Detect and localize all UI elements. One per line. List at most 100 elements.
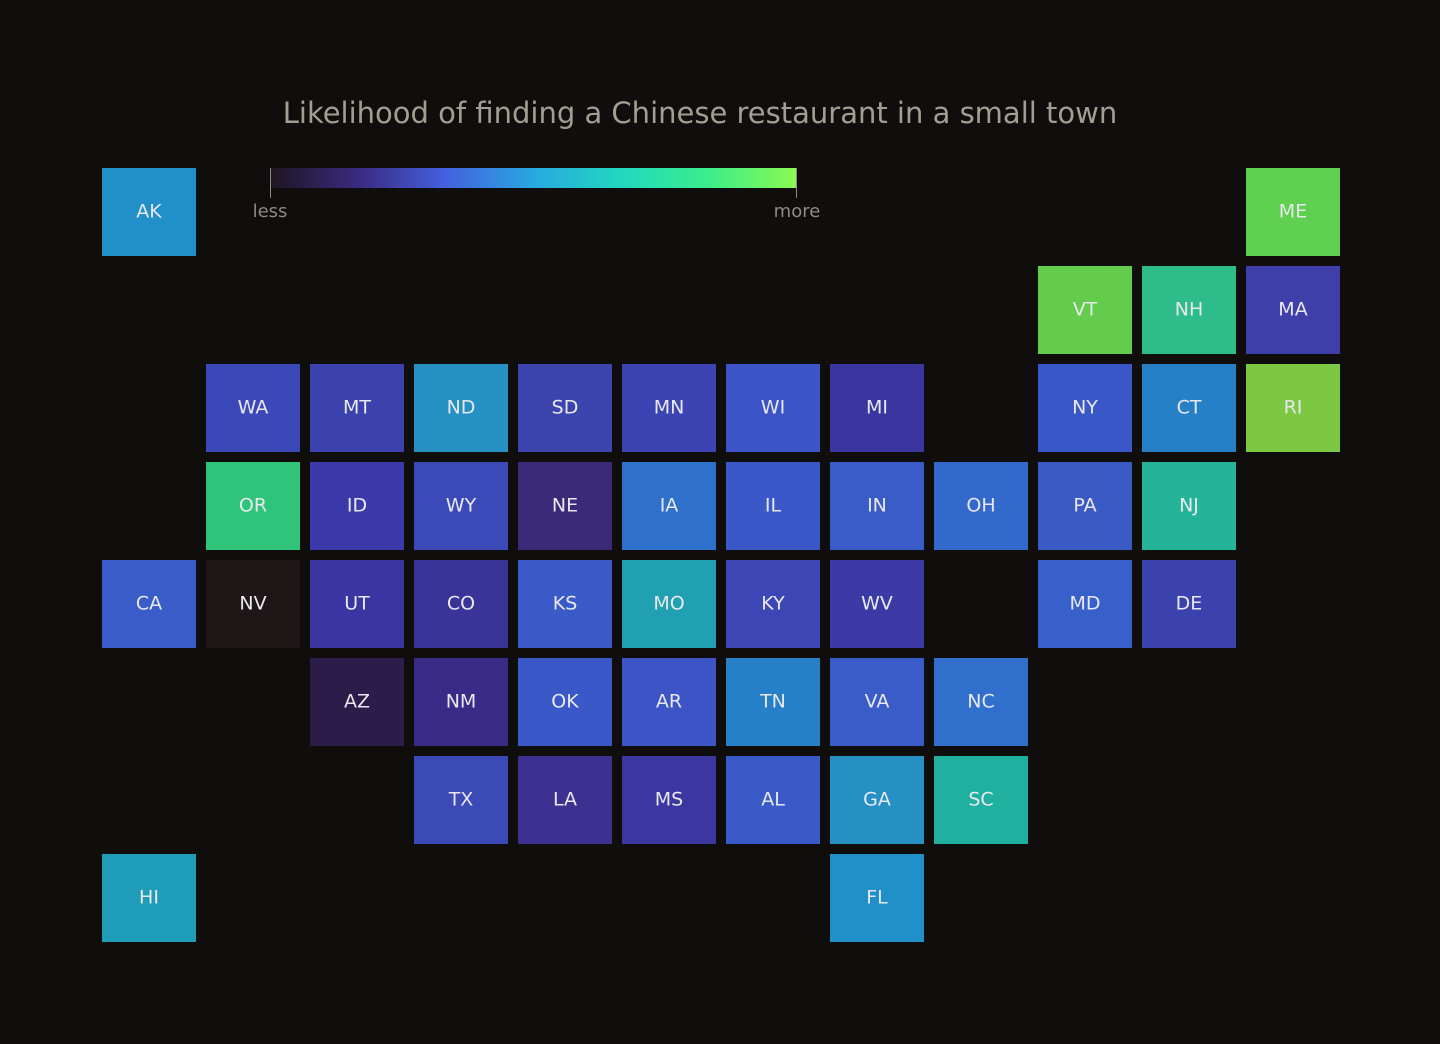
state-tile: [1142, 266, 1236, 354]
state-tile: [518, 756, 612, 844]
state-tile: [1142, 560, 1236, 648]
state-tile: [1246, 266, 1340, 354]
state-label: UT: [344, 593, 370, 615]
state-tile: [102, 168, 196, 256]
state-tile: [1038, 266, 1132, 354]
state-label: RI: [1284, 397, 1303, 419]
state-label: AL: [761, 789, 785, 811]
state-tile: [102, 560, 196, 648]
state-tile: [206, 560, 300, 648]
state-label: IL: [765, 495, 782, 517]
state-tile: [934, 462, 1028, 550]
state-label: MO: [653, 593, 684, 615]
state-tile: [622, 756, 716, 844]
state-label: NV: [239, 593, 266, 615]
state-label: VA: [865, 691, 890, 713]
state-label: IA: [660, 495, 679, 517]
state-label: AZ: [344, 691, 370, 713]
state-label: IN: [867, 495, 887, 517]
state-tile: [1038, 364, 1132, 452]
state-tile: [726, 364, 820, 452]
state-label: NH: [1175, 299, 1204, 321]
state-label: WI: [761, 397, 785, 419]
state-label: KY: [761, 593, 785, 615]
state-tile: [310, 658, 404, 746]
state-label: NE: [552, 495, 578, 517]
state-tile: [1038, 462, 1132, 550]
state-label: AR: [656, 691, 682, 713]
state-tile: [830, 658, 924, 746]
state-tile: [934, 658, 1028, 746]
state-tile: [830, 854, 924, 942]
state-label: ID: [347, 495, 367, 517]
state-label: NC: [967, 691, 994, 713]
state-label: PA: [1073, 495, 1096, 517]
state-tile: [518, 364, 612, 452]
state-tile: [726, 462, 820, 550]
state-tile: [830, 560, 924, 648]
state-label: HI: [139, 887, 159, 909]
state-label: SC: [968, 789, 993, 811]
state-tile: [1246, 364, 1340, 452]
state-tile: [518, 560, 612, 648]
state-label: WA: [238, 397, 269, 419]
state-tile: [830, 462, 924, 550]
state-label: LA: [553, 789, 577, 811]
state-tile: [622, 658, 716, 746]
state-tile: [414, 560, 508, 648]
state-tile: [206, 364, 300, 452]
state-tile: [206, 462, 300, 550]
state-label: KS: [553, 593, 578, 615]
state-tile: [726, 658, 820, 746]
legend-low: less: [253, 201, 288, 222]
state-label: OR: [239, 495, 267, 517]
state-tile: [310, 364, 404, 452]
state-label: ND: [447, 397, 476, 419]
state-tile: [830, 364, 924, 452]
state-label: TN: [759, 691, 786, 713]
state-label: NY: [1072, 397, 1098, 419]
state-tile: [414, 756, 508, 844]
state-label: NJ: [1179, 495, 1199, 517]
state-tile: [1038, 560, 1132, 648]
state-label: FL: [866, 887, 888, 909]
state-tile: [102, 854, 196, 942]
state-tile: [1246, 168, 1340, 256]
state-label: DE: [1176, 593, 1203, 615]
state-tile: [622, 364, 716, 452]
state-label: MT: [343, 397, 371, 419]
state-tile: [414, 658, 508, 746]
state-tile: [1142, 462, 1236, 550]
state-label: CA: [136, 593, 162, 615]
state-label: SD: [552, 397, 579, 419]
state-label: AK: [136, 201, 162, 223]
state-tile: [310, 462, 404, 550]
state-tile: [830, 756, 924, 844]
state-tile: [414, 462, 508, 550]
state-label: WY: [446, 495, 477, 517]
state-label: ME: [1279, 201, 1307, 223]
state-label: VT: [1073, 299, 1098, 321]
legend-high: more: [774, 201, 821, 222]
state-label: NM: [446, 691, 477, 713]
state-label: MA: [1278, 299, 1307, 321]
state-tile: [414, 364, 508, 452]
state-label: WV: [861, 593, 893, 615]
state-tile: [934, 756, 1028, 844]
state-tile: [1142, 364, 1236, 452]
state-label: CT: [1177, 397, 1202, 419]
state-tile: [622, 560, 716, 648]
state-label: MD: [1069, 593, 1100, 615]
state-label: CO: [447, 593, 475, 615]
state-tile: [518, 658, 612, 746]
state-label: GA: [863, 789, 891, 811]
state-label: TX: [448, 789, 474, 811]
map-title: Likelihood of finding a Chinese restaura…: [283, 96, 1118, 130]
state-tile: [622, 462, 716, 550]
legend-colorbar: [270, 168, 797, 188]
state-tile: [726, 560, 820, 648]
state-label: OH: [966, 495, 995, 517]
state-label: MN: [654, 397, 685, 419]
state-label: MS: [655, 789, 683, 811]
